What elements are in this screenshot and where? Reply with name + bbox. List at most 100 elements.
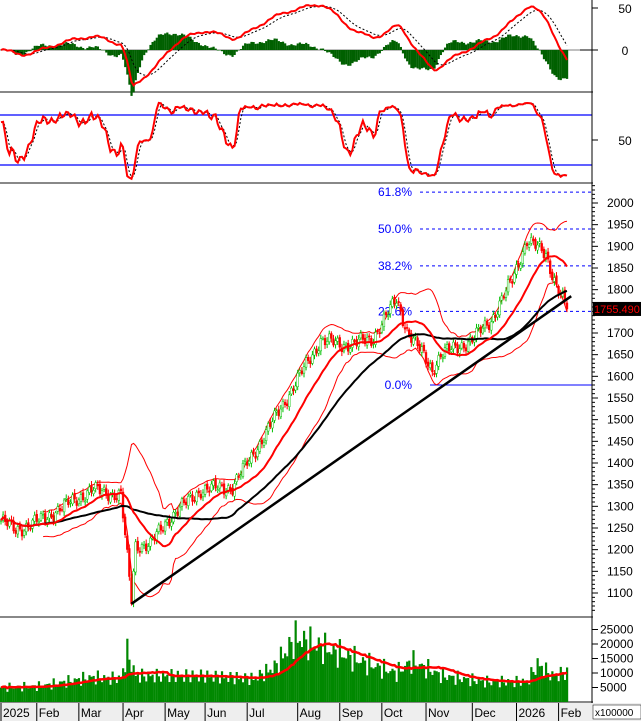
volume-bar [27,688,30,702]
macd-histogram-bar [199,45,203,50]
volume-bar [90,676,93,702]
macd-histogram-bar [542,50,546,60]
volume-bar [397,661,400,702]
volume-bar [252,680,255,702]
volume-bar [103,675,106,702]
volume-bar [58,681,62,702]
volume-bar [178,676,182,702]
volume-bar [467,677,470,702]
macd-histogram-bar [212,46,215,50]
date-axis-label: 2026 [519,706,546,720]
date-axis-label: Apr [125,706,144,720]
volume-bar [16,685,20,702]
candle-body [454,342,457,346]
candle-body [412,337,415,345]
macd-histogram-bar [298,42,301,50]
price-axis-label: 1850 [607,261,634,275]
macd-histogram-bar [395,41,398,50]
volume-bar [77,678,81,702]
volume-bar [378,665,381,702]
candle-body [462,343,466,349]
candle-body [178,506,181,517]
fibonacci-label: 61.8% [378,185,412,199]
macd-histogram-bar [254,43,257,50]
volume-bar [465,678,468,702]
macd-histogram-bar [227,50,230,55]
macd-histogram-bar [157,34,161,50]
macd-histogram-bar [94,46,97,50]
candle-body [391,298,394,307]
candle-body [134,541,137,573]
candle-body [368,335,371,338]
candle-body [239,474,243,477]
candle-body [336,337,339,342]
volume-bar [349,654,352,702]
volume-bar [241,682,245,702]
candle-body [477,327,480,329]
macd-histogram-bar [359,50,362,58]
volume-bar [353,645,356,702]
volume-bar [109,684,112,702]
volume-bar [372,668,375,702]
macd-histogram-bar [197,42,200,50]
candle-body [31,519,34,529]
volume-bar [25,687,28,702]
macd-histogram-bar [27,50,30,52]
candle-body [487,324,491,330]
candle-body [304,357,308,368]
candle-body [519,264,522,269]
macd-histogram-bar [69,44,72,50]
volume-bar [157,676,161,702]
volume-multiplier-label: x100000 [595,708,634,719]
volume-bar [443,677,447,702]
candle-body [267,423,270,432]
volume-bar [258,669,262,702]
volume-bar [547,673,550,702]
candle-body [222,483,226,495]
candle-body [35,513,38,522]
candle-body [65,497,68,500]
volume-bar [69,681,72,702]
volume-bar [229,672,232,702]
candle-body [174,512,177,514]
candle-body [262,441,266,446]
volume-bar [271,673,274,702]
date-axis-label: Aug [300,706,321,720]
candle-body [509,278,512,281]
macd-histogram-bar [528,37,531,50]
candle-body [525,243,529,247]
volume-bar [340,657,344,702]
volume-bar [216,676,219,702]
volume-bar [471,673,474,702]
macd-histogram-bar [500,37,503,50]
candle-body [359,332,362,339]
volume-bar [2,686,5,702]
macd-histogram-bar [246,43,249,50]
volume-bar [361,657,365,702]
volume-bar [281,658,285,702]
volume-axis-label: 10000 [600,666,634,680]
candle-body [142,544,146,546]
macd-histogram-bar [435,50,438,65]
candle-body [549,260,552,274]
volume-bar [416,668,419,702]
volume-bar [427,659,430,702]
date-axis-label: Dec [474,706,495,720]
macd-histogram-bar [140,50,144,61]
macd-histogram-bar [84,49,87,50]
volume-bar [286,656,289,702]
volume-bar [334,649,337,702]
stochastic-panel [0,101,592,181]
macd-histogram-bar [332,50,335,58]
candle-body [422,344,426,352]
macd-histogram-bar [75,46,78,50]
candle-body [187,496,190,506]
candle-body [180,498,184,507]
candle-body [58,507,62,512]
volume-bar [71,683,74,702]
candle-body [435,364,438,374]
macd-histogram-bar [109,50,112,56]
macd-histogram-bar [82,47,85,50]
candle-body [86,490,89,500]
volume-bar [357,663,360,702]
